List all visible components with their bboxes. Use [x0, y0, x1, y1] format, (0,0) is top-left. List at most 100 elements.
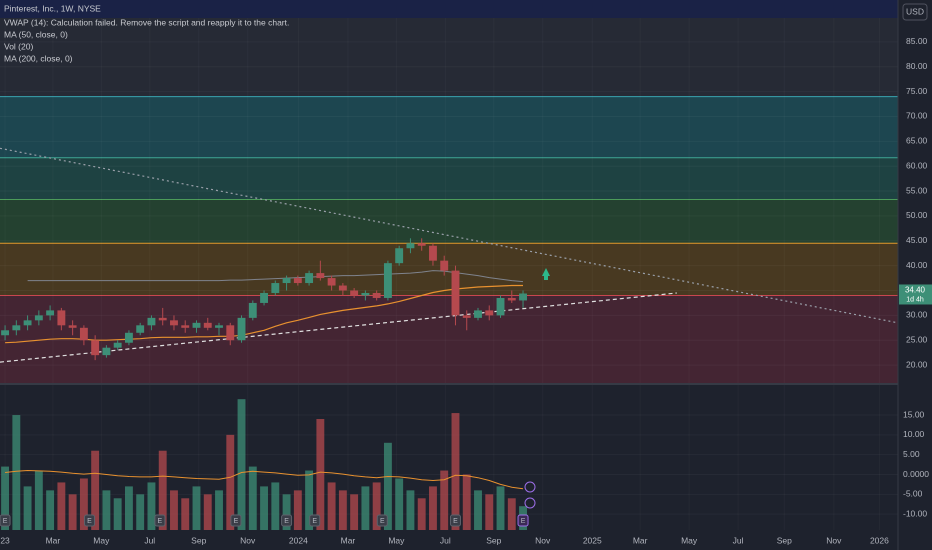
candle-body [395, 248, 404, 264]
y-tick-label: 60.00 [906, 160, 928, 170]
event-icon[interactable] [524, 481, 536, 493]
legend-line: Vol (20) [4, 41, 33, 51]
x-tick-label: Sep [191, 535, 206, 545]
y-tick-label: 45.00 [906, 235, 928, 245]
earnings-icon [449, 514, 461, 527]
candle-body [350, 290, 359, 296]
volume-bar [226, 434, 235, 530]
volume-bar [260, 486, 268, 530]
volume-bar [440, 470, 449, 530]
earnings-label: E [521, 518, 526, 525]
header-bar [0, 0, 898, 18]
currency-box[interactable] [902, 3, 928, 21]
volume-bar [46, 490, 55, 530]
candle-body [327, 278, 336, 286]
earnings-label: E [284, 518, 289, 525]
candle-body [451, 270, 460, 316]
candle-body [485, 310, 494, 316]
candle-body [192, 322, 201, 328]
x-tick-label: May [388, 535, 405, 545]
candle-body [248, 302, 257, 318]
y-tick-label: 85.00 [906, 36, 928, 46]
candle-body [519, 293, 527, 301]
currency[interactable]: USD [906, 6, 924, 16]
legend-line: MA (50, close, 0) [4, 29, 68, 39]
volume-bar [158, 450, 167, 530]
volume-ma [5, 469, 524, 490]
x-tick-label: Nov [826, 535, 842, 545]
earnings-label: E [3, 518, 8, 525]
candle-body [496, 297, 505, 316]
volume-bar [338, 490, 347, 530]
y-tick-label: 20.00 [906, 359, 928, 369]
volume-bar [451, 413, 460, 530]
ma200-line [27, 270, 524, 283]
arrow-icon [542, 268, 550, 280]
candle-body [282, 278, 291, 284]
earnings-icon [0, 514, 11, 527]
volume-bar [282, 494, 291, 530]
x-tick-label: May [93, 535, 110, 545]
volume-bar [293, 490, 302, 530]
volume-bar [248, 466, 257, 530]
volume-bar [305, 470, 314, 530]
earnings-label: E [234, 518, 239, 525]
earnings-icon [376, 514, 388, 527]
event-icon[interactable] [524, 497, 536, 509]
y-tick-label: 80.00 [906, 61, 928, 71]
y2-tick-label: 10.00 [903, 429, 925, 439]
x-tick-label: Jul [733, 535, 744, 545]
countdown-label: 1d 4h [906, 296, 924, 303]
volume-bar [395, 478, 404, 530]
zone [0, 157, 898, 200]
volume-bar [237, 399, 246, 530]
candle-body [102, 347, 111, 356]
earnings-icon [517, 514, 529, 527]
x-tick-label: Mar [633, 535, 648, 545]
volume-bar [429, 486, 437, 530]
volume-bar [12, 415, 21, 530]
y-tick-label: 65.00 [906, 136, 928, 146]
trendline [0, 292, 677, 363]
last-price-label: 34.40 [905, 286, 926, 295]
volume-bar [57, 482, 66, 530]
candle-body [316, 273, 325, 279]
volume-bar [68, 494, 77, 530]
last-price-box [899, 284, 932, 305]
candle-body [170, 320, 178, 326]
candle-body [361, 292, 370, 296]
candle-body [271, 283, 280, 293]
volume-bar [203, 494, 212, 530]
candle-body [215, 325, 223, 328]
candle-body [91, 340, 100, 356]
volume-bar [507, 498, 516, 530]
zone [0, 295, 898, 383]
candle-body [147, 317, 156, 326]
volume-bar [327, 482, 336, 530]
volume-bar [474, 490, 482, 530]
y-tick-label: 75.00 [906, 86, 928, 96]
candle-body [237, 317, 246, 341]
y2-tick-label: -5.00 [903, 489, 923, 499]
candle-body [406, 243, 415, 249]
volume-bar [462, 474, 471, 530]
candle-body [23, 320, 32, 326]
x-tick-label: Mar [46, 535, 61, 545]
x-tick-label: Sep [777, 535, 792, 545]
volume-bar [113, 498, 122, 530]
candle-body [383, 263, 392, 298]
candle-body [124, 332, 133, 343]
x-tick-label: Nov [240, 535, 256, 545]
earnings-label: E [453, 518, 458, 525]
y-tick-label: 25.00 [906, 334, 928, 344]
volume-bar [215, 490, 223, 530]
earnings-icon [84, 514, 96, 527]
zone [0, 243, 898, 296]
candle-body [226, 325, 235, 341]
x-tick-label: 23 [0, 535, 10, 545]
volume-bar [192, 486, 201, 530]
candle-body [203, 322, 212, 328]
candle-body [158, 317, 167, 321]
zone [0, 96, 898, 158]
candle-body [417, 243, 426, 246]
